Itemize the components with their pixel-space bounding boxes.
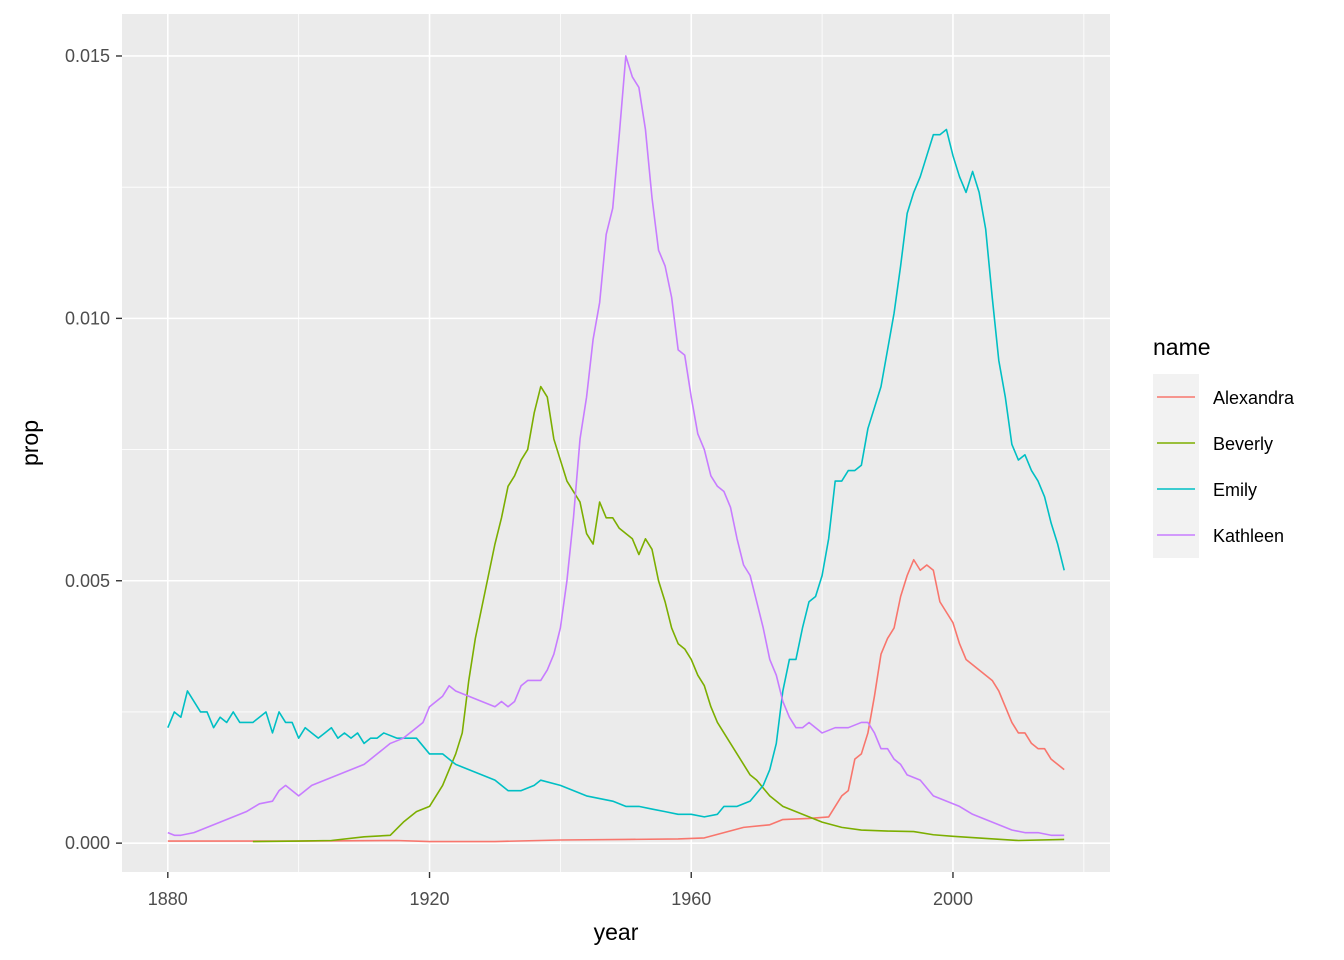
x-tick-label: 1960 [671,889,711,909]
legend-key-background [1153,374,1199,558]
y-tick-label: 0.010 [65,308,110,328]
legend-title: name [1153,334,1211,360]
minor-gridlines [122,14,1110,872]
x-axis: 1880 1920 1960 2000 [148,872,973,909]
y-tick-label: 0.015 [65,46,110,66]
series-line-emily [167,128,1065,818]
x-tick-label: 2000 [933,889,973,909]
legend-label-alexandra: Alexandra [1213,388,1295,408]
legend-label-emily: Emily [1213,480,1257,500]
plot-panel [122,14,1110,872]
series-lines [167,55,1065,843]
series-line-alexandra [167,558,1065,843]
x-tick-label: 1880 [148,889,188,909]
y-tick-label: 0.000 [65,833,110,853]
series-line-kathleen [167,55,1065,837]
series-line-beverly [252,385,1065,843]
y-axis-title: prop [17,420,43,466]
y-axis: 0.000 0.005 0.010 0.015 [65,46,122,853]
legend-label-kathleen: Kathleen [1213,526,1284,546]
legend: name Alexandra Beverly Emily Kathleen [1153,334,1295,558]
legend-label-beverly: Beverly [1213,434,1273,454]
y-tick-label: 0.005 [65,571,110,591]
x-tick-label: 1920 [409,889,449,909]
x-axis-title: year [594,919,639,945]
